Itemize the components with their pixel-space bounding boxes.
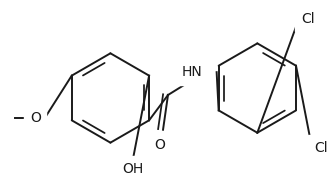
- Text: O: O: [30, 111, 41, 125]
- Text: Cl: Cl: [314, 141, 328, 155]
- Text: Cl: Cl: [301, 12, 315, 26]
- Text: O: O: [155, 138, 165, 152]
- Text: OH: OH: [123, 162, 144, 176]
- Text: HN: HN: [182, 65, 203, 79]
